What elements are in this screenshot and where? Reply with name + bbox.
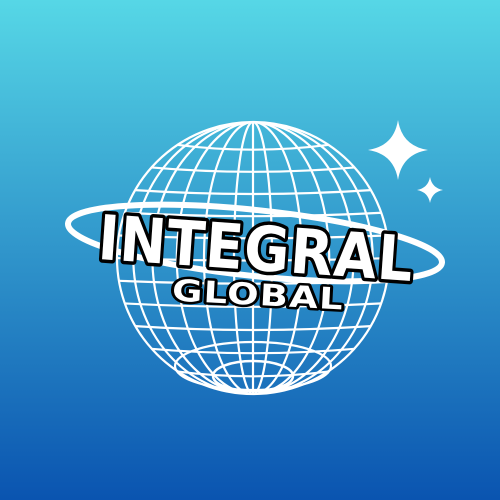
orbit-ring-icon [64,201,446,285]
sparkle-small-icon [417,177,443,203]
sparkle-large-icon [368,120,428,180]
